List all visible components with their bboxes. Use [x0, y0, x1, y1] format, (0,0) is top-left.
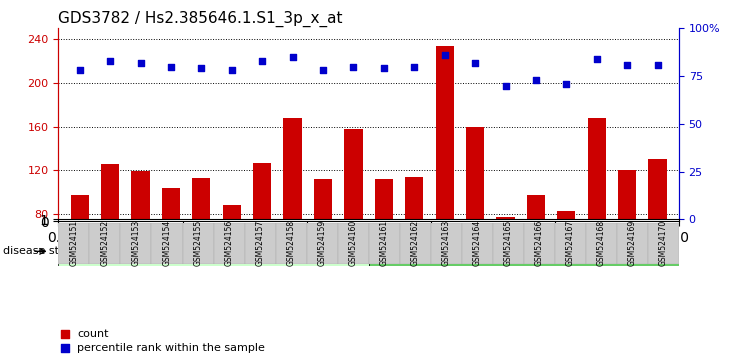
Text: GSM524153: GSM524153 [131, 220, 140, 267]
Point [378, 65, 390, 71]
Bar [58, 223, 90, 264]
Text: GSM524169: GSM524169 [628, 220, 637, 267]
Bar [314, 179, 332, 301]
Point [652, 62, 664, 68]
Point [409, 64, 420, 69]
Bar [405, 177, 423, 301]
Bar [162, 188, 180, 301]
Bar [431, 223, 462, 264]
Point [226, 68, 238, 73]
Bar [618, 170, 637, 301]
Point [621, 62, 633, 68]
Text: GSM524156: GSM524156 [225, 220, 234, 267]
Bar [345, 129, 363, 301]
FancyBboxPatch shape [369, 237, 679, 266]
Bar [192, 178, 210, 301]
Bar [400, 223, 431, 264]
Bar [462, 223, 493, 264]
Point [256, 58, 268, 64]
Bar [276, 223, 307, 264]
Text: GSM524154: GSM524154 [163, 220, 172, 267]
Text: GDS3782 / Hs2.385646.1.S1_3p_x_at: GDS3782 / Hs2.385646.1.S1_3p_x_at [58, 11, 343, 27]
Point [591, 56, 603, 62]
Text: GSM524151: GSM524151 [69, 220, 78, 267]
Point [134, 60, 146, 65]
Bar [182, 223, 214, 264]
Text: GSM524160: GSM524160 [349, 220, 358, 267]
Bar [496, 217, 515, 301]
Text: GSM524158: GSM524158 [287, 220, 296, 267]
Text: GSM524166: GSM524166 [535, 220, 544, 267]
Text: GSM524167: GSM524167 [566, 220, 575, 267]
Text: GSM524170: GSM524170 [659, 220, 668, 267]
Text: GSM524152: GSM524152 [101, 220, 110, 267]
Bar [493, 223, 524, 264]
Text: GSM524163: GSM524163 [442, 220, 450, 267]
Bar [588, 118, 606, 301]
Point [469, 60, 481, 65]
Text: GSM524157: GSM524157 [255, 220, 264, 267]
Text: GSM524161: GSM524161 [380, 220, 388, 267]
Bar [555, 223, 586, 264]
Bar [369, 223, 400, 264]
Bar [466, 127, 484, 301]
Text: count: count [77, 329, 109, 339]
Bar [337, 223, 369, 264]
Bar [101, 164, 119, 301]
Text: GSM524162: GSM524162 [411, 220, 420, 267]
Point [196, 65, 207, 71]
Point [530, 77, 542, 83]
Bar [648, 223, 679, 264]
Text: type 2 diabetes: type 2 diabetes [480, 246, 567, 256]
Bar [374, 179, 393, 301]
Bar [71, 195, 89, 301]
Bar [131, 171, 150, 301]
Bar [253, 163, 272, 301]
Text: non-diabetic control: non-diabetic control [158, 246, 269, 256]
Bar [223, 205, 241, 301]
Bar [245, 223, 276, 264]
Point [439, 52, 450, 58]
Point [74, 68, 85, 73]
Point [104, 58, 116, 64]
Bar [307, 223, 337, 264]
Point [318, 68, 329, 73]
Bar [527, 195, 545, 301]
Bar [586, 223, 617, 264]
Text: GSM524165: GSM524165 [504, 220, 512, 267]
Point [287, 54, 299, 60]
Bar [90, 223, 120, 264]
Point [419, 286, 431, 291]
Bar [617, 223, 648, 264]
Point [347, 64, 359, 69]
Bar [214, 223, 245, 264]
Text: GSM524168: GSM524168 [597, 220, 606, 267]
Bar [436, 46, 454, 301]
Bar [648, 159, 666, 301]
Text: GSM524159: GSM524159 [318, 220, 326, 267]
Bar [152, 223, 182, 264]
Point [561, 81, 572, 87]
Text: percentile rank within the sample: percentile rank within the sample [77, 343, 265, 353]
Bar [557, 211, 575, 301]
Bar [524, 223, 555, 264]
Text: GSM524164: GSM524164 [473, 220, 482, 267]
FancyBboxPatch shape [58, 237, 369, 266]
Point [419, 157, 431, 162]
Point [165, 64, 177, 69]
Bar [120, 223, 152, 264]
Text: GSM524155: GSM524155 [193, 220, 202, 267]
Point [500, 83, 512, 88]
Bar [283, 118, 301, 301]
Text: disease state: disease state [3, 246, 77, 256]
